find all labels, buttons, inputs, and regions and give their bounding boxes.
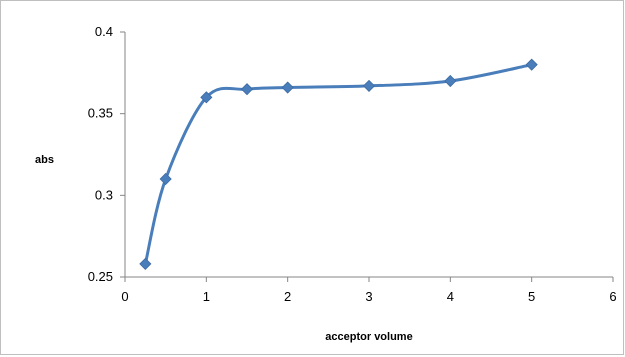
data-point-marker <box>281 81 294 94</box>
y-axis-title: abs <box>35 154 54 166</box>
data-point-marker <box>525 58 538 71</box>
x-tick-label: 3 <box>365 289 372 304</box>
x-tick-label: 2 <box>284 289 291 304</box>
y-tick-label: 0.3 <box>95 187 113 202</box>
x-tick-label: 1 <box>203 289 210 304</box>
y-tick-label: 0.4 <box>95 24 113 39</box>
data-point-marker <box>139 257 152 270</box>
data-point-marker <box>444 74 457 88</box>
data-point-marker <box>200 91 213 104</box>
x-tick-label: 5 <box>528 289 535 304</box>
x-tick-label: 0 <box>121 289 128 304</box>
x-axis-title: acceptor volume <box>325 331 412 343</box>
data-point-marker <box>159 172 172 186</box>
data-point-marker <box>240 83 254 96</box>
data-markers <box>139 58 538 270</box>
data-point-marker <box>362 79 376 92</box>
y-tick-label: 0.25 <box>88 269 113 284</box>
y-tick-label: 0.35 <box>88 106 113 121</box>
x-tick-label: 6 <box>609 289 616 304</box>
tick-labels: 0.25 0.3 0.35 0.4 0 1 2 3 4 5 6 <box>88 24 617 304</box>
x-tick-label: 4 <box>447 289 454 304</box>
axes <box>120 31 614 282</box>
